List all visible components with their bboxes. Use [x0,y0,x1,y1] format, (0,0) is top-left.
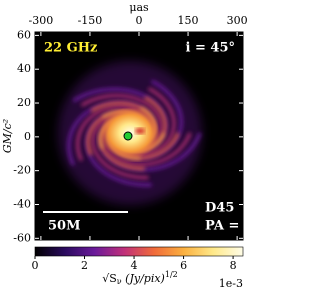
scale-bar-label: 50M [48,219,80,234]
x-tick-label: -150 [78,14,103,27]
x-axis-label: μas [129,1,149,14]
y-tick-label: -20 [13,164,31,177]
pa-label: PA = 0° [205,219,249,234]
colorbar-tick-label: 4 [131,259,138,272]
disk-image [58,61,202,205]
inclination-label: i = 45° [186,41,235,56]
y-tick-label: -40 [13,197,31,210]
x-tick-label: 0 [136,14,143,27]
colorbar-tick-label: 2 [81,259,88,272]
colorbar-tick-label: 8 [230,259,237,272]
model-label: D45 [205,201,234,216]
colorbar-tick-label: 6 [180,259,187,272]
frequency-label: 22 GHz [44,41,97,56]
x-tick-label: -300 [29,14,54,27]
chart: μas GM/c² 22 GHz i = 45° 50M D45 PA = 0°… [1,1,249,290]
colorbar-label: √Sν (Jy/pix)1/2 [102,270,177,286]
y-tick-label: 0 [24,130,31,143]
colorbar-offset: 1e-3 [219,277,243,290]
colorbar [34,246,244,257]
x-tick-label: 300 [227,14,248,27]
black-hole-marker [123,131,133,141]
y-tick-label: 60 [17,28,31,41]
x-tick-label: 150 [178,14,199,27]
y-tick-label: 40 [17,62,31,75]
y-axis-label: GM/c² [1,119,14,153]
colorbar-tick-label: 0 [32,259,39,272]
y-tick-label: -60 [13,231,31,244]
y-tick-label: 20 [17,96,31,109]
jet-blob [135,128,145,134]
